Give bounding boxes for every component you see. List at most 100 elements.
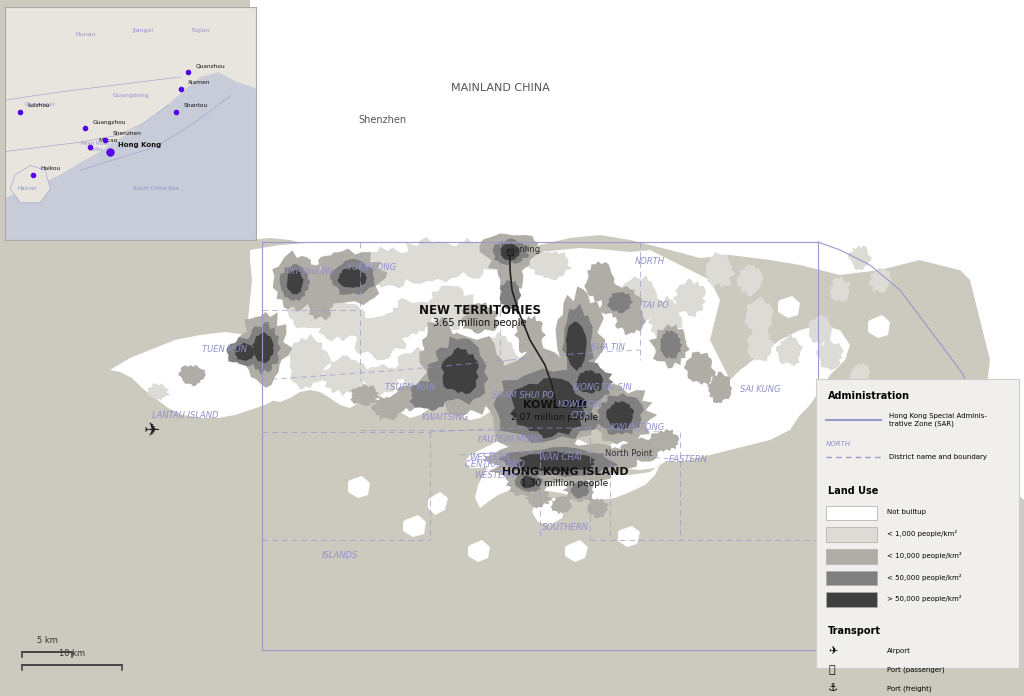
Text: TUEN MUN: TUEN MUN (203, 345, 248, 354)
Text: District name and boundary: District name and boundary (889, 454, 987, 460)
Polygon shape (234, 342, 256, 361)
Polygon shape (595, 447, 624, 470)
Polygon shape (566, 362, 613, 402)
Bar (826, 592, 877, 607)
Polygon shape (606, 401, 634, 429)
Text: ⛴: ⛴ (828, 665, 835, 674)
Text: Jiangxi: Jiangxi (132, 28, 154, 33)
Polygon shape (848, 245, 871, 270)
Polygon shape (392, 347, 438, 389)
Bar (826, 528, 877, 542)
Polygon shape (313, 296, 366, 342)
Text: 2.07 million people: 2.07 million people (511, 413, 599, 422)
Polygon shape (528, 251, 572, 280)
Text: Xiamen: Xiamen (188, 80, 211, 85)
Polygon shape (493, 239, 529, 265)
Polygon shape (291, 262, 330, 294)
Polygon shape (419, 333, 504, 416)
Text: 1.30 million people: 1.30 million people (521, 480, 608, 489)
Polygon shape (421, 285, 476, 330)
Polygon shape (360, 364, 400, 398)
Polygon shape (850, 363, 871, 387)
Polygon shape (532, 498, 565, 525)
Polygon shape (618, 526, 640, 547)
Polygon shape (480, 332, 520, 381)
Text: Transport: Transport (828, 626, 882, 636)
Text: Shenzhen: Shenzhen (113, 132, 142, 136)
Polygon shape (516, 451, 595, 472)
Text: Guangzhou: Guangzhou (93, 120, 126, 125)
Bar (826, 571, 877, 585)
Polygon shape (503, 361, 536, 400)
Text: TSUEN WAN: TSUEN WAN (385, 383, 435, 393)
Text: Port (freight): Port (freight) (887, 685, 932, 692)
Polygon shape (563, 477, 594, 503)
Polygon shape (510, 378, 588, 438)
Polygon shape (520, 475, 537, 489)
Polygon shape (570, 482, 590, 498)
Polygon shape (649, 324, 690, 368)
Polygon shape (620, 436, 662, 462)
Text: KWAITSING: KWAITSING (421, 413, 469, 422)
Polygon shape (660, 330, 682, 359)
Text: Guangdong: Guangdong (113, 93, 148, 98)
Polygon shape (318, 251, 360, 286)
Polygon shape (428, 492, 449, 515)
Polygon shape (566, 322, 587, 371)
Bar (826, 506, 877, 521)
Polygon shape (565, 540, 588, 562)
Polygon shape (524, 488, 552, 508)
Text: TAI PO: TAI PO (642, 301, 669, 310)
Text: WAN CHAI: WAN CHAI (539, 454, 582, 463)
Text: YUEN LONG: YUEN LONG (347, 264, 396, 273)
Text: Fanling: Fanling (510, 246, 540, 255)
Text: Not builtup: Not builtup (887, 509, 926, 515)
Polygon shape (392, 385, 422, 411)
Text: CENTRAL AND
WESTERN: CENTRAL AND WESTERN (465, 460, 525, 480)
Polygon shape (478, 347, 617, 454)
Text: Land Use: Land Use (828, 487, 879, 496)
Text: 3.65 million people: 3.65 million people (433, 318, 526, 328)
Polygon shape (305, 281, 337, 320)
Bar (826, 549, 877, 564)
Text: > 50,000 people/km²: > 50,000 people/km² (887, 595, 962, 602)
Polygon shape (357, 246, 422, 288)
Polygon shape (776, 333, 803, 366)
Polygon shape (648, 429, 679, 452)
Polygon shape (597, 393, 644, 435)
Polygon shape (248, 328, 330, 362)
Text: Gunangxi: Gunangxi (26, 102, 55, 107)
Polygon shape (494, 369, 604, 443)
Text: KOWLOON: KOWLOON (523, 400, 587, 410)
Polygon shape (250, 0, 1024, 280)
Polygon shape (647, 295, 682, 341)
Polygon shape (746, 327, 774, 361)
Polygon shape (673, 278, 706, 317)
Polygon shape (506, 466, 553, 498)
Polygon shape (428, 336, 488, 405)
Text: WONG TAI SIN: WONG TAI SIN (572, 383, 632, 393)
Polygon shape (577, 370, 603, 394)
Polygon shape (178, 365, 206, 386)
Text: ⚓: ⚓ (828, 683, 839, 693)
Polygon shape (5, 7, 256, 198)
Polygon shape (607, 292, 633, 313)
Polygon shape (705, 252, 735, 289)
Polygon shape (830, 0, 1024, 500)
Polygon shape (585, 384, 657, 445)
Polygon shape (585, 262, 617, 302)
Polygon shape (147, 383, 170, 401)
Text: NEW TERRITORIES: NEW TERRITORIES (419, 303, 541, 317)
Text: LANTAU ISLAND: LANTAU ISLAND (152, 411, 218, 420)
Polygon shape (272, 251, 316, 312)
Text: Quanzhou: Quanzhou (196, 63, 225, 69)
Polygon shape (372, 395, 406, 421)
Text: NORTH: NORTH (635, 258, 665, 267)
Polygon shape (468, 540, 490, 562)
Polygon shape (587, 498, 608, 519)
Polygon shape (828, 246, 850, 268)
Polygon shape (514, 315, 546, 356)
Text: North Point: North Point (605, 448, 652, 457)
Polygon shape (698, 395, 725, 418)
Text: Hainan: Hainan (17, 187, 38, 191)
